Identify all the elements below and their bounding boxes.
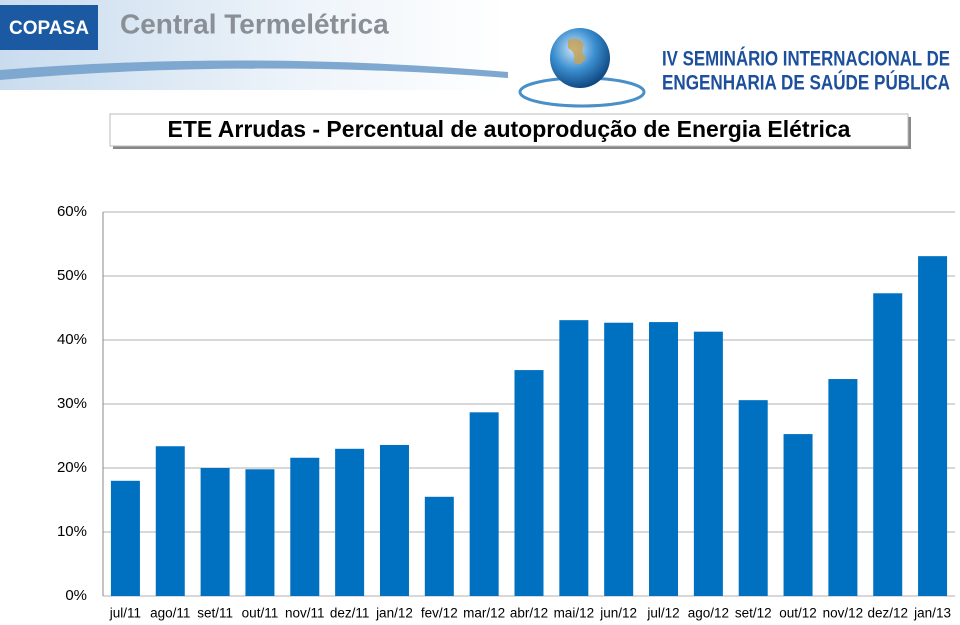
x-tick-label: out/12 xyxy=(779,606,817,621)
bar xyxy=(335,448,365,596)
x-tick-label: ago/12 xyxy=(688,606,729,621)
bar xyxy=(783,434,813,596)
x-tick-label: nov/11 xyxy=(285,606,325,621)
bar xyxy=(110,480,140,596)
x-tick-label: out/11 xyxy=(242,606,279,621)
bar xyxy=(155,446,185,596)
globe-land xyxy=(568,38,586,65)
y-tick-label: 40% xyxy=(57,331,87,348)
x-tick-label: jul/11 xyxy=(109,606,141,621)
x-tick-label: set/12 xyxy=(735,606,772,621)
bar xyxy=(828,379,858,596)
bar xyxy=(559,320,589,596)
x-tick-label: set/11 xyxy=(197,606,233,621)
chart-title: ETE Arrudas - Percentual de autoprodução… xyxy=(168,116,851,142)
y-tick-label: 0% xyxy=(65,587,87,604)
x-tick-label: dez/12 xyxy=(867,606,908,621)
x-tick-label: jan/12 xyxy=(375,606,413,621)
x-tick-label: mai/12 xyxy=(554,606,595,621)
x-tick-label: dez/11 xyxy=(330,606,370,621)
bar xyxy=(649,322,679,596)
event-line2: ENGENHARIA DE SAÚDE PÚBLICA xyxy=(662,71,950,95)
bar xyxy=(693,331,723,596)
bar xyxy=(200,468,230,596)
bar xyxy=(245,469,275,596)
y-tick-label: 10% xyxy=(57,523,87,540)
bar xyxy=(469,412,499,596)
logo: COPASA xyxy=(9,18,89,39)
bar xyxy=(918,256,948,596)
x-tick-label: jan/13 xyxy=(913,606,951,621)
header-subtitle: Central Termelétrica xyxy=(120,8,389,39)
x-tick-label: mar/12 xyxy=(463,606,505,621)
bar xyxy=(514,370,544,596)
x-tick-label: nov/12 xyxy=(823,606,864,621)
bar xyxy=(290,457,320,596)
x-tick-label: jul/12 xyxy=(646,606,679,621)
y-tick-label: 60% xyxy=(57,203,87,220)
bar xyxy=(424,496,454,596)
x-tick-label: fev/12 xyxy=(421,606,458,621)
bar xyxy=(873,293,903,596)
header-swoosh xyxy=(0,60,508,80)
x-tick-label: jun/12 xyxy=(599,606,637,621)
title-box xyxy=(109,113,909,147)
bar xyxy=(379,444,409,596)
bar xyxy=(738,400,768,596)
bar xyxy=(604,322,634,596)
plot: 0% 10% 20% 30% 40% 50% 60% jul/11 ago/11 set/11 ou… xyxy=(57,203,955,621)
event-line1: IV SEMINÁRIO INTERNACIONAL DE xyxy=(662,48,950,71)
x-tick-label: ago/11 xyxy=(150,606,190,621)
logo-box xyxy=(0,5,98,50)
y-tick-label: 20% xyxy=(57,459,87,476)
y-tick-label: 30% xyxy=(57,395,87,412)
x-tick-label: abr/12 xyxy=(510,606,548,621)
y-tick-label: 50% xyxy=(57,267,87,284)
